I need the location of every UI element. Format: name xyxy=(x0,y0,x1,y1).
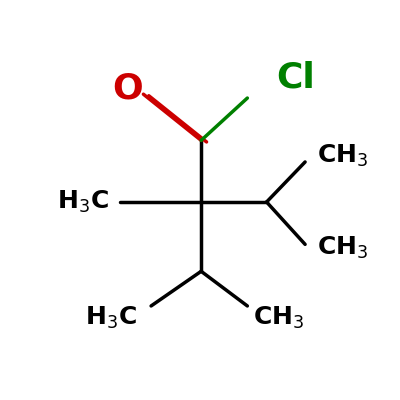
Text: CH$_3$: CH$_3$ xyxy=(253,304,304,330)
Text: Cl: Cl xyxy=(277,60,315,94)
Text: H$_3$C: H$_3$C xyxy=(86,304,137,330)
Text: O: O xyxy=(113,71,143,105)
Text: CH$_3$: CH$_3$ xyxy=(317,143,368,169)
Text: CH$_3$: CH$_3$ xyxy=(317,235,368,261)
Text: H$_3$C: H$_3$C xyxy=(57,189,109,215)
